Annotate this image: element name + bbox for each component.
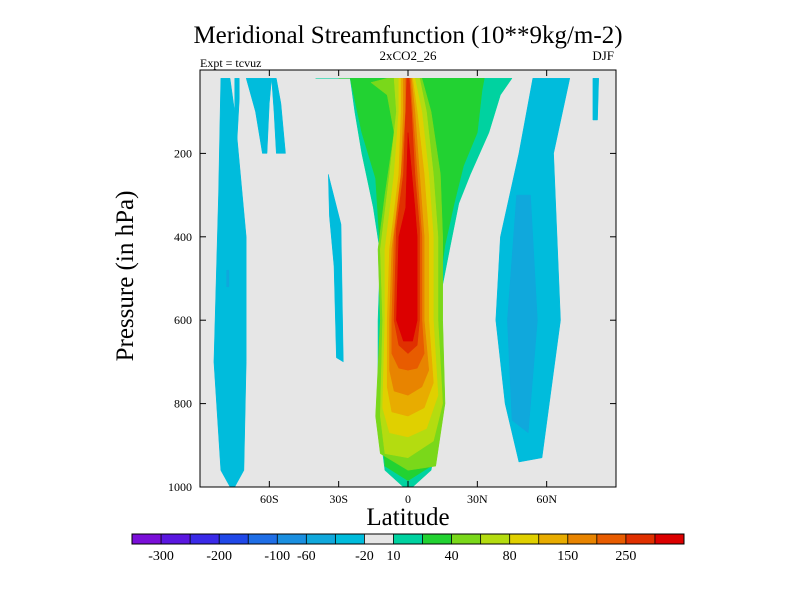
- colorbar-swatch: [190, 534, 220, 544]
- x-tick-label: 0: [405, 492, 411, 506]
- x-tick-label: 30N: [467, 492, 488, 506]
- axes-layer: 60S 30S 0 30N 60N 200 400 600 800 1000: [168, 70, 616, 506]
- contour-region-sh-negative-cell-core: [226, 269, 230, 288]
- colorbar-label: -60: [297, 549, 316, 564]
- colorbar-swatch: [509, 534, 540, 544]
- colorbar-swatch: [596, 534, 627, 544]
- y-tick-label: 400: [174, 230, 192, 244]
- contour-region-sh-negative-cell: [213, 78, 247, 487]
- colorbar-swatch: [248, 534, 278, 544]
- colorbar-label: 150: [557, 549, 578, 564]
- colorbar-swatch: [422, 534, 452, 544]
- colorbar-swatch: [567, 534, 598, 544]
- colorbar-label: -300: [148, 549, 174, 564]
- colorbar-label: 40: [445, 549, 459, 564]
- season-label: DJF: [592, 48, 614, 63]
- colorbar-swatch: [364, 534, 394, 544]
- colorbar-label: 250: [615, 549, 636, 564]
- colorbar-swatch: [480, 534, 510, 544]
- run-label: 2xCO2_26: [379, 48, 437, 63]
- y-tick-label: 200: [174, 146, 192, 160]
- colorbar-swatch: [335, 534, 365, 544]
- colorbar-swatch: [654, 534, 685, 544]
- colorbar: -300 -200 -100 -60 -20 10 40 80 150 250: [131, 533, 685, 564]
- contour-region-streamfunction-l10: [396, 132, 418, 342]
- colorbar-swatch: [277, 534, 307, 544]
- colorbar-label: -200: [206, 549, 232, 564]
- colorbar-swatch: [625, 534, 656, 544]
- x-tick-label: 60N: [536, 492, 557, 506]
- colorbar-swatch: [393, 534, 423, 544]
- contour-region-sh-upper-mid-cell: [271, 78, 286, 154]
- x-tick-label: 60S: [260, 492, 279, 506]
- colorbar-label: 10: [386, 549, 400, 564]
- colorbar-label: 80: [503, 549, 517, 564]
- x-axis-label: Latitude: [366, 504, 449, 531]
- chart-title: Meridional Streamfunction (10**9kg/m-2): [193, 22, 622, 49]
- contour-region-nh-negative-cell-core: [507, 194, 538, 434]
- colorbar-frame: [131, 533, 685, 545]
- contour-region-nh-upper-spot: [592, 78, 599, 121]
- contour-region-sh-negative-spot: [234, 78, 240, 141]
- y-tick-label: 600: [174, 313, 192, 327]
- contour-fill-layer: [213, 78, 599, 487]
- colorbar-swatch: [219, 534, 249, 544]
- y-tick-label: 800: [174, 397, 192, 411]
- x-tick-label: 30S: [329, 492, 348, 506]
- experiment-label: Expt = tcvuz: [200, 56, 261, 70]
- colorbar-swatch: [451, 534, 481, 544]
- contour-region-sh-midlevel-cell: [328, 174, 344, 363]
- y-tick-label: 1000: [168, 480, 192, 494]
- y-axis-label: Pressure (in hPa): [112, 191, 139, 362]
- colorbar-label: -100: [264, 549, 290, 564]
- colorbar-swatch: [306, 534, 336, 544]
- colorbar-swatch: [161, 534, 191, 544]
- colorbar-label: -20: [355, 549, 374, 564]
- colorbar-swatch: [538, 534, 569, 544]
- colorbar-swatch: [132, 534, 162, 544]
